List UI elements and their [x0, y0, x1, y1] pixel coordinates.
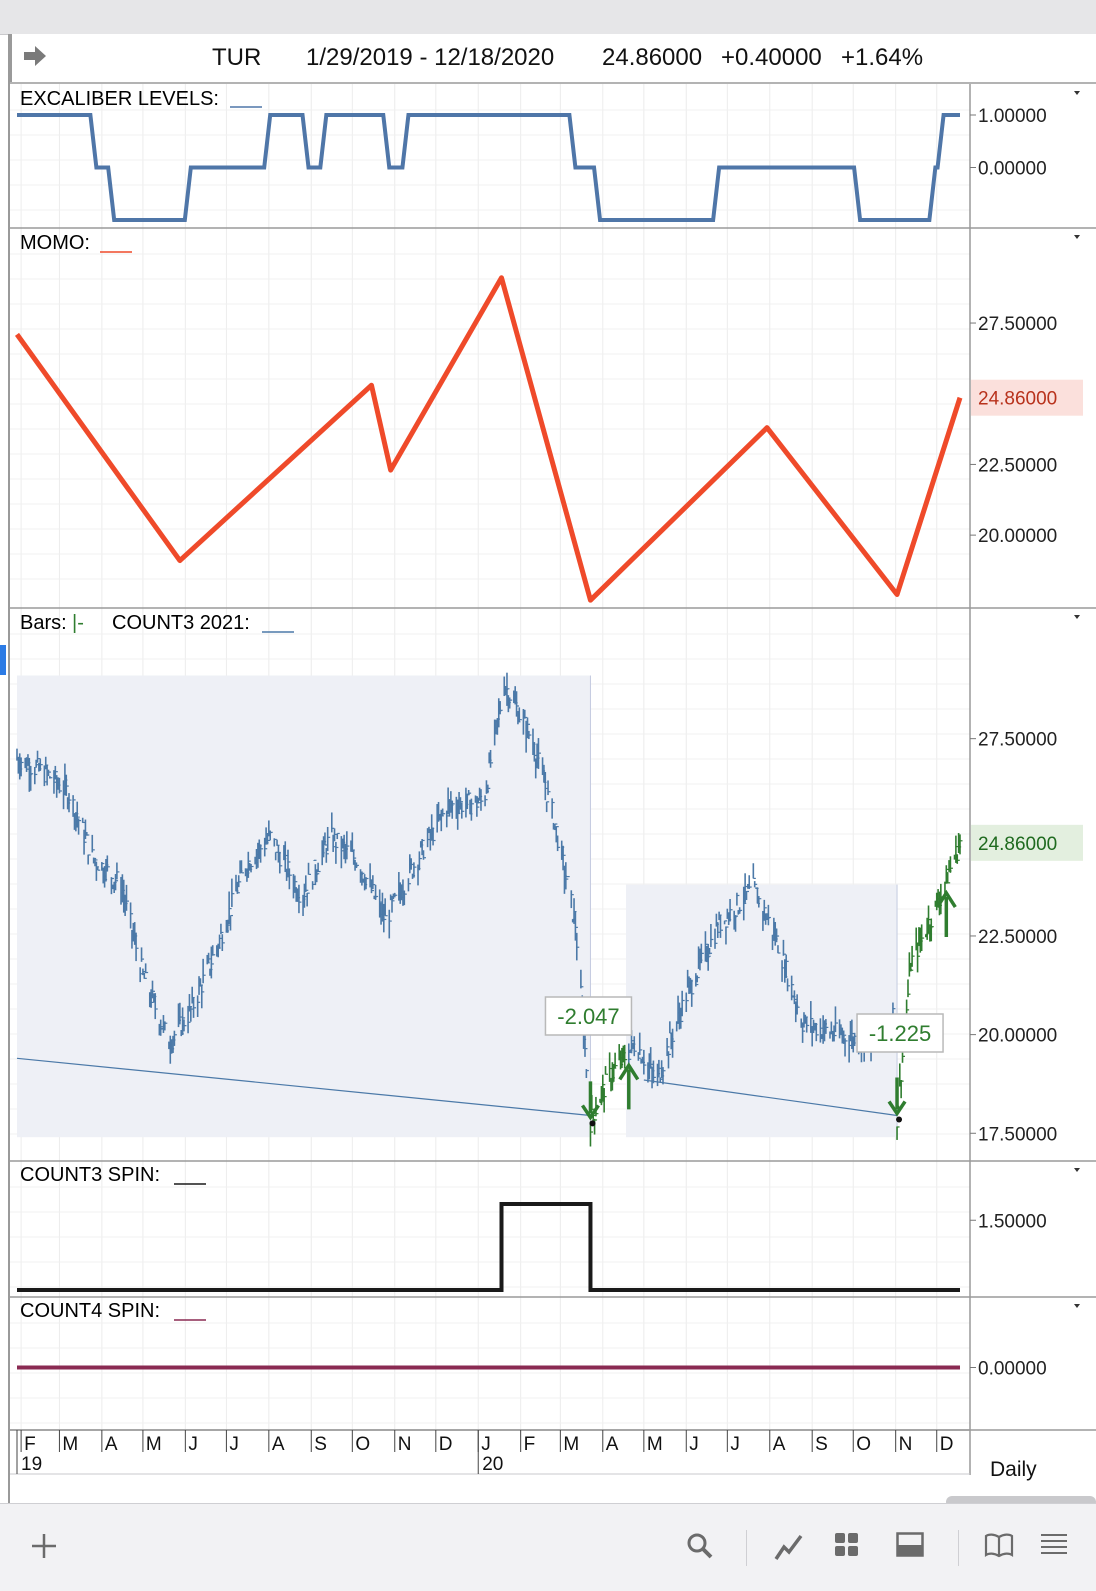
- y-tick-label: 20.00000: [978, 526, 1057, 547]
- support-line: [16, 1057, 591, 1117]
- y-tick-label: 20.00000: [978, 1026, 1057, 1047]
- y-tick-label: 27.50000: [978, 730, 1057, 751]
- callout-box: [544, 996, 633, 1036]
- callout-box: [856, 1013, 944, 1053]
- panel-menu-icon: [1074, 1168, 1080, 1172]
- panel-menu-icon: [1074, 1304, 1080, 1308]
- count3-spin-series: [17, 1201, 960, 1292]
- x-month-label: M: [146, 1434, 162, 1455]
- count3-spin-title: COUNT3 SPIN:: [20, 1164, 160, 1186]
- x-year-label: 20: [482, 1454, 503, 1475]
- left-rule: [8, 34, 10, 1524]
- y-tick-label: 17.50000: [978, 1124, 1057, 1145]
- x-month-label: J: [730, 1434, 740, 1455]
- bars-symbol: |-: [72, 612, 84, 634]
- panel-menu-icon: [1074, 615, 1080, 619]
- price-change-pct: +1.64%: [841, 44, 924, 71]
- count4-spin-panel: COUNT4 SPIN: 0.00000: [17, 1300, 1047, 1380]
- count4-spin-title: COUNT4 SPIN:: [20, 1300, 160, 1322]
- support-line: [643, 1079, 898, 1117]
- momo-series: [14, 275, 963, 603]
- x-month-label: M: [563, 1434, 579, 1455]
- signal-dot: [896, 1116, 903, 1123]
- x-month-label: F: [24, 1434, 36, 1455]
- bottom-toolbar: [0, 1503, 1096, 1591]
- excaliber-panel: EXCALIBER LEVELS: 1.00000 0.00000: [17, 88, 1047, 222]
- symbol: TUR: [212, 44, 262, 71]
- arrow-right-icon[interactable]: [22, 43, 48, 74]
- menu-icon[interactable]: [1040, 1532, 1068, 1561]
- x-month-label: S: [815, 1434, 828, 1455]
- y-tick-label: 22.50000: [978, 927, 1057, 948]
- panel-icon[interactable]: [896, 1532, 924, 1563]
- date-range: 1/29/2019 - 12/18/2020: [306, 44, 555, 71]
- count3-spin-panel: COUNT3 SPIN: 1.50000: [17, 1164, 1047, 1292]
- panel-menu-icon: [1074, 235, 1080, 239]
- x-month-label: A: [773, 1434, 786, 1455]
- y-tick-label: 0.00000: [978, 159, 1047, 180]
- y-tick-label: 1.50000: [978, 1211, 1047, 1232]
- price-change: +0.40000: [721, 44, 822, 71]
- search-icon[interactable]: [686, 1532, 714, 1565]
- selection-accent: [0, 645, 6, 675]
- y-tick-label: 1.00000: [978, 106, 1047, 127]
- x-month-label: O: [355, 1434, 370, 1455]
- toolbar-separator: [746, 1530, 747, 1566]
- last-value-box: [971, 379, 1083, 416]
- x-month-label: A: [606, 1434, 619, 1455]
- x-year-label: 19: [21, 1454, 42, 1475]
- x-month-label: N: [899, 1434, 913, 1455]
- signal-down-arrow: [581, 1081, 600, 1121]
- signal-up-arrow: [618, 1062, 640, 1110]
- x-month-label: D: [940, 1434, 954, 1455]
- interval-selector[interactable]: Daily: [990, 1458, 1037, 1481]
- x-month-label: M: [647, 1434, 663, 1455]
- y-tick-label: 22.50000: [978, 455, 1057, 476]
- shaded-range: [626, 884, 898, 1138]
- excaliber-title: EXCALIBER LEVELS:: [20, 88, 219, 110]
- callout-label: -2.047: [557, 1004, 619, 1029]
- x-month-label: D: [439, 1434, 453, 1455]
- x-axis: F M A M J J A S O N D J F M A M J J A S O N D 19 20: [10, 1429, 970, 1475]
- x-month-label: S: [314, 1434, 327, 1455]
- y-tick-label: 0.00000: [978, 1359, 1047, 1380]
- last-value-label: 24.86000: [978, 834, 1057, 855]
- x-month-label: J: [188, 1434, 198, 1455]
- line-chart-icon[interactable]: [774, 1532, 804, 1567]
- toolbar-separator: [958, 1530, 959, 1566]
- plus-icon[interactable]: [30, 1532, 58, 1565]
- x-month-label: A: [272, 1434, 285, 1455]
- x-month-label: F: [524, 1434, 536, 1455]
- last-value-label: 24.86000: [978, 389, 1057, 410]
- signal-dot: [589, 1120, 596, 1127]
- callout-label: -1.225: [869, 1021, 931, 1046]
- y-tick-label: 27.50000: [978, 314, 1057, 335]
- x-month-label: N: [398, 1434, 412, 1455]
- x-month-label: O: [856, 1434, 871, 1455]
- excaliber-series: [17, 113, 960, 222]
- bars-panel: Bars: |- COUNT3 2021: -2.047 -1.225 27.50…: [16, 612, 1083, 1147]
- signal-down-arrow: [887, 1077, 907, 1117]
- last-price: 24.86000: [602, 44, 703, 71]
- panel-menu-icon: [1074, 91, 1080, 95]
- signal-up-arrow: [935, 889, 957, 938]
- x-month-label: J: [229, 1434, 239, 1455]
- book-icon[interactable]: [984, 1532, 1014, 1563]
- x-month-label: M: [62, 1434, 78, 1455]
- chart-area[interactable]: EXCALIBER LEVELS: 1.00000 0.00000 MOMO: 2…: [0, 0, 1096, 1500]
- last-value-box: [971, 824, 1083, 861]
- x-month-label: A: [105, 1434, 118, 1455]
- grid-icon[interactable]: [834, 1532, 860, 1563]
- count3-study-title: COUNT3 2021:: [112, 612, 250, 634]
- x-month-label: J: [481, 1434, 491, 1455]
- x-month-label: J: [689, 1434, 699, 1455]
- momo-title: MOMO:: [20, 232, 90, 254]
- momo-panel: MOMO: 27.50000 22.50000 20.00000 24.86000: [14, 232, 1083, 603]
- bars-title: Bars:: [20, 612, 67, 634]
- quote-header: TUR 1/29/2019 - 12/18/2020 24.86000 +0.4…: [10, 34, 1096, 82]
